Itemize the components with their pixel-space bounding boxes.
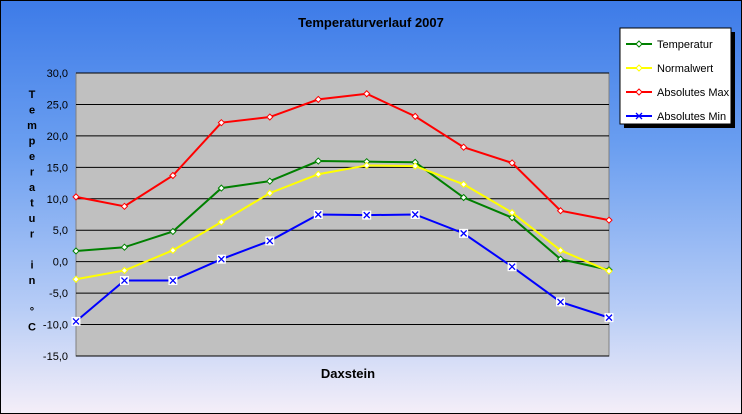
y-axis-label-char: e — [29, 151, 35, 163]
y-axis-label-char: u — [29, 213, 36, 225]
data-point — [314, 170, 322, 178]
y-tick-label: 25,0 — [47, 99, 68, 111]
data-point — [266, 189, 274, 197]
legend-label: Absolutes Max — [657, 87, 730, 99]
legend-label: Normalwert — [657, 63, 713, 75]
legend-marker — [635, 112, 643, 120]
y-tick-label: 30,0 — [47, 68, 68, 80]
data-point — [169, 277, 177, 284]
y-axis-label-char: C — [28, 322, 36, 334]
data-point — [72, 275, 80, 283]
data-point — [266, 113, 274, 121]
data-point — [217, 255, 225, 263]
data-point — [605, 216, 613, 224]
data-point — [459, 143, 468, 151]
data-point — [508, 263, 516, 271]
series-line-absolutes-max — [75, 92, 610, 222]
y-tick-label: -10,0 — [43, 320, 68, 332]
legend: Temperatur Normalwert Absolutes Max Absolut… — [619, 27, 735, 128]
y-axis-label-char: ° — [30, 306, 34, 318]
y-tick-label: -5,0 — [49, 288, 68, 300]
data-point — [120, 277, 128, 284]
data-point — [556, 207, 565, 215]
data-point — [266, 237, 274, 245]
data-point — [72, 193, 80, 201]
data-point — [508, 159, 516, 167]
data-point — [605, 267, 613, 275]
data-point — [169, 227, 177, 236]
legend-marker — [635, 40, 643, 48]
data-point — [120, 266, 129, 275]
data-point — [217, 184, 226, 192]
y-tick-label: 10,0 — [47, 194, 68, 206]
y-tick-label: 0,0 — [53, 257, 68, 269]
data-point — [459, 180, 468, 189]
y-tick-label: 5,0 — [53, 225, 68, 237]
data-point — [314, 95, 322, 104]
data-point — [169, 171, 177, 180]
data-point — [169, 246, 177, 255]
y-axis-ticks: -15,0 -10,0 -5,0 0,0 5,0 10,0 15,0 20,0 25,0 30,0 — [43, 68, 68, 363]
y-axis-label-char: m — [27, 120, 37, 132]
chart-title: Temperaturverlauf 2007 — [298, 15, 444, 30]
data-point — [266, 177, 274, 185]
y-axis-label-char: t — [30, 198, 34, 210]
y-axis-label-char: i — [30, 260, 33, 272]
data-point — [72, 317, 80, 325]
legend-marker — [635, 64, 643, 72]
data-point — [411, 211, 419, 218]
series-line-normalwert — [75, 164, 610, 281]
data-point — [363, 161, 371, 170]
legend-label: Temperatur — [657, 39, 713, 51]
data-point — [411, 162, 419, 170]
data-point — [460, 229, 468, 237]
legend-label: Absolutes Min — [657, 111, 726, 123]
data-point — [217, 118, 226, 127]
data-point — [217, 218, 226, 226]
gridlines — [76, 72, 609, 357]
y-tick-label: 15,0 — [47, 162, 68, 174]
y-axis-label-char: r — [30, 229, 35, 241]
data-point — [314, 157, 322, 165]
data-point — [120, 243, 129, 251]
y-axis-label-char: a — [29, 182, 36, 194]
y-axis-label-char: r — [30, 167, 35, 179]
series-line-absolutes-min — [75, 213, 610, 323]
y-axis-label-char: n — [29, 275, 36, 287]
y-axis-label-char: e — [29, 105, 35, 117]
series-line-temperatur — [75, 160, 610, 271]
x-axis-label: Daxstein — [321, 366, 375, 381]
data-point — [120, 202, 129, 211]
y-tick-label: 20,0 — [47, 131, 68, 143]
y-axis-label-char: T — [29, 89, 36, 101]
data-point — [363, 90, 371, 98]
data-point — [557, 298, 565, 306]
y-axis-label-char: p — [29, 136, 36, 148]
series-group — [71, 90, 614, 326]
data-point — [605, 314, 613, 322]
y-tick-label: -15,0 — [43, 351, 68, 363]
data-point — [363, 211, 371, 219]
data-point — [556, 255, 565, 263]
legend-marker — [635, 88, 643, 96]
data-point — [72, 247, 80, 255]
data-point — [508, 208, 516, 217]
data-point — [508, 213, 516, 222]
data-point — [459, 193, 468, 202]
data-point — [314, 211, 322, 218]
data-point — [411, 112, 419, 121]
data-point — [556, 246, 565, 255]
